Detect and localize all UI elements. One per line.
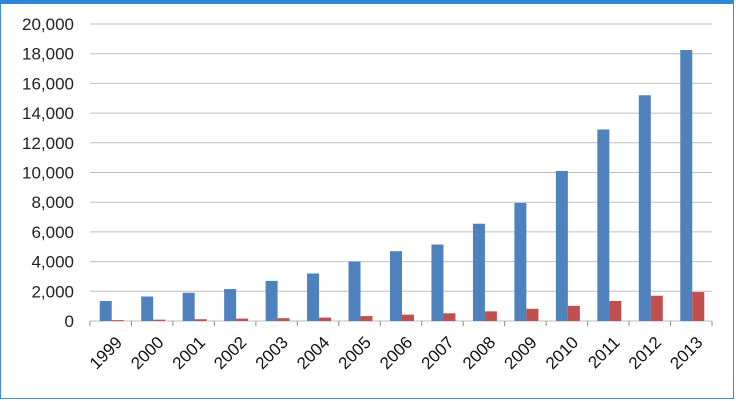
bar-series-1 <box>141 296 154 321</box>
y-tick-label: 12,000 <box>22 134 74 153</box>
bar-series-2 <box>236 318 249 321</box>
x-tick-label: 2003 <box>252 333 292 373</box>
x-tick-label: 2005 <box>335 333 375 373</box>
bar-series-1 <box>638 95 651 321</box>
bar-series-2 <box>484 311 497 321</box>
bar-series-1 <box>307 273 320 321</box>
bar-series-2 <box>443 313 456 321</box>
bar-series-1 <box>555 171 568 321</box>
x-tick-label: 2002 <box>210 333 250 373</box>
bar-series-2 <box>360 316 373 321</box>
x-tick-label: 2001 <box>169 333 209 373</box>
bars <box>99 49 705 322</box>
y-tick-label: 2,000 <box>31 282 74 301</box>
x-tick-label: 2006 <box>376 333 416 373</box>
bar-series-2 <box>402 314 414 321</box>
x-tick-label: 2007 <box>418 333 458 373</box>
y-tick-label: 20,000 <box>22 15 74 34</box>
x-tick-label: 1999 <box>86 333 126 373</box>
x-tick-label: 2013 <box>666 333 706 373</box>
x-axis-ticks: 1999 2000 2001 2002 2003 2004 2005 2006 2007 2008… <box>86 333 707 373</box>
y-tick-label: 8,000 <box>31 193 74 212</box>
bar-series-1 <box>182 292 195 321</box>
y-tick-label: 6,000 <box>31 223 74 242</box>
bar-series-1 <box>99 300 112 321</box>
y-tick-label: 10,000 <box>22 164 74 183</box>
bar-series-1 <box>390 251 402 321</box>
bar-series-1 <box>348 261 361 321</box>
x-tick-label: 2010 <box>542 333 582 373</box>
bar-series-2 <box>692 292 705 321</box>
bar-series-2 <box>650 295 663 321</box>
y-tick-label: 14,000 <box>22 104 74 123</box>
bar-series-2 <box>153 319 166 321</box>
y-tick-label: 18,000 <box>22 45 74 64</box>
bar-series-2 <box>526 308 539 321</box>
x-tick-label: 2000 <box>127 333 167 373</box>
bar-series-1 <box>472 223 485 321</box>
bar-series-1 <box>224 289 237 321</box>
bar-series-1 <box>514 202 527 321</box>
bar-series-2 <box>194 319 207 321</box>
x-tick-label: 2012 <box>625 333 665 373</box>
bar-series-2 <box>567 305 580 321</box>
bar-series-1 <box>431 244 444 321</box>
x-tick-label: 2009 <box>501 333 541 373</box>
bar-series-2 <box>111 320 124 322</box>
bar-series-2 <box>609 300 622 321</box>
y-tick-label: 16,000 <box>22 74 74 93</box>
y-tick-label: 4,000 <box>31 253 74 272</box>
bar-series-2 <box>319 317 332 321</box>
bar-series-1 <box>597 129 610 321</box>
x-tick-label: 2008 <box>459 333 499 373</box>
y-axis-ticks: 0 2,000 4,000 6,000 8,000 10,000 12,000 14,000 1… <box>22 15 74 331</box>
bar-series-1 <box>265 280 278 321</box>
bar-series-2 <box>277 318 290 321</box>
bar-series-1 <box>680 49 693 322</box>
x-tick-label: 2011 <box>584 333 623 372</box>
x-tick-label: 2004 <box>293 333 333 373</box>
y-tick-label: 0 <box>65 312 74 331</box>
